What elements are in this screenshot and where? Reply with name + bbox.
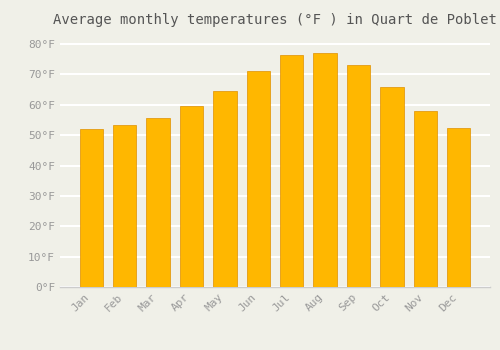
Bar (80, 129, 103, 287)
Bar (246, 71, 270, 287)
Bar (180, 106, 203, 287)
Bar (380, 86, 404, 287)
Bar (146, 119, 170, 287)
Bar (414, 111, 437, 287)
Bar (347, 65, 370, 287)
Bar (447, 128, 470, 287)
Bar (113, 125, 136, 287)
Bar (213, 91, 236, 287)
Bar (314, 53, 337, 287)
Title: Average monthly temperatures (°F ) in Quart de Poblet: Average monthly temperatures (°F ) in Qu… (53, 13, 497, 27)
Bar (280, 55, 303, 287)
